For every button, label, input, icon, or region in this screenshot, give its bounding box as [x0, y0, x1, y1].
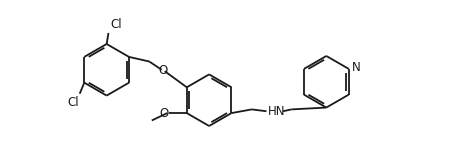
Text: Cl: Cl	[110, 18, 122, 31]
Text: O: O	[158, 64, 168, 77]
Text: O: O	[159, 107, 168, 120]
Text: HN: HN	[268, 105, 286, 118]
Text: Cl: Cl	[67, 96, 79, 109]
Text: N: N	[353, 61, 361, 74]
